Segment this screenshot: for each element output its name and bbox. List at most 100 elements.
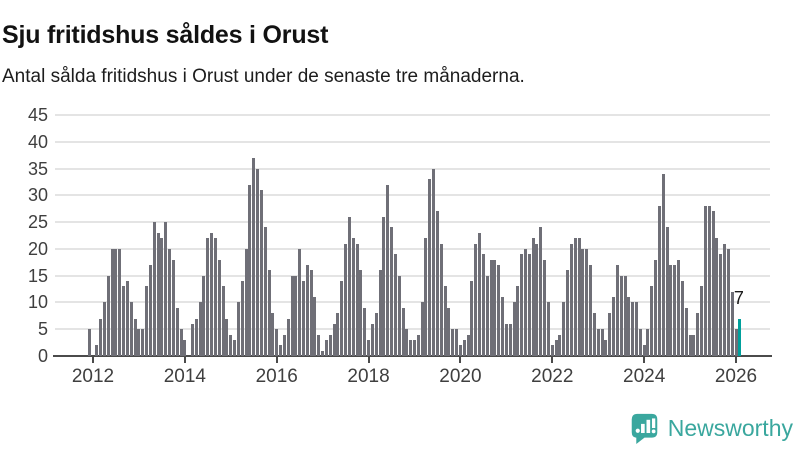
- bar: [638, 329, 642, 356]
- bar: [734, 329, 738, 356]
- y-axis-tick-label: 0: [37, 346, 48, 366]
- bar: [405, 329, 409, 356]
- x-axis-tick-label: 2016: [255, 366, 298, 387]
- bar: [229, 334, 233, 356]
- bar: [569, 243, 573, 356]
- bar: [550, 345, 554, 356]
- bar: [566, 270, 570, 356]
- newsworthy-logo-text: Newsworthy: [667, 414, 793, 441]
- bar: [523, 248, 527, 356]
- bar: [263, 227, 267, 356]
- bar: [535, 243, 539, 356]
- bar: [290, 275, 294, 356]
- bar: [608, 313, 612, 356]
- bar: [489, 259, 493, 356]
- bar: [680, 281, 684, 356]
- bar: [700, 286, 704, 356]
- bar: [462, 339, 466, 356]
- bar: [592, 313, 596, 356]
- bar: [129, 302, 133, 356]
- bar: [516, 286, 520, 356]
- y-axis-tick-label: 30: [27, 185, 48, 206]
- bar: [125, 281, 129, 356]
- bar: [118, 248, 122, 356]
- bar: [615, 264, 619, 356]
- bar: [317, 334, 321, 356]
- bar: [596, 329, 600, 356]
- x-axis-tick: [459, 357, 462, 363]
- bar: [309, 270, 313, 356]
- bar: [102, 302, 106, 356]
- bar: [458, 345, 462, 356]
- bar: [589, 264, 593, 356]
- bar: [370, 323, 374, 356]
- bar: [443, 286, 447, 356]
- bar: [324, 339, 328, 356]
- x-axis-tick-label: 2020: [439, 366, 482, 387]
- y-axis-tick-label: 45: [27, 105, 48, 125]
- y-axis-tick-label: 35: [27, 158, 48, 179]
- x-axis-tick-label: 2022: [531, 366, 574, 387]
- gridline-y-30: [55, 194, 770, 197]
- bar: [703, 206, 707, 356]
- bar: [413, 339, 416, 356]
- last-bar-value-label: 7: [733, 288, 744, 308]
- gridline-y-5: [55, 328, 770, 331]
- bar: [451, 329, 455, 356]
- bar: [692, 334, 696, 356]
- bar: [726, 248, 730, 356]
- gridline-y-40: [55, 140, 770, 143]
- bar: [397, 275, 401, 356]
- bar: [688, 334, 692, 356]
- bar: [298, 248, 302, 356]
- bar: [359, 270, 363, 356]
- x-axis-tick: [643, 357, 646, 363]
- x-axis-tick-label: 2024: [623, 366, 666, 387]
- page-title: Sju fritidshus såldes i Orust: [2, 20, 329, 49]
- bar: [677, 259, 681, 356]
- bar: [485, 275, 489, 356]
- x-axis-tick-label: 2014: [163, 366, 206, 387]
- bar: [133, 318, 137, 356]
- bar: [554, 339, 558, 356]
- bar: [271, 313, 275, 356]
- bar: [332, 323, 336, 356]
- bar: [175, 307, 179, 356]
- bar: [141, 329, 145, 356]
- bar: [378, 270, 382, 356]
- bar: [634, 302, 638, 356]
- bar: [470, 281, 474, 356]
- bar: [508, 323, 512, 356]
- bar: [194, 318, 198, 356]
- x-axis-tick-label: 2018: [347, 366, 390, 387]
- bar: [206, 238, 210, 356]
- bar: [562, 302, 566, 356]
- x-axis-tick: [551, 357, 554, 363]
- newsworthy-logo: Newsworthy: [629, 411, 793, 445]
- bar: [642, 345, 646, 356]
- bar: [696, 313, 700, 356]
- bar: [573, 238, 577, 356]
- bar: [619, 275, 623, 356]
- bar: [497, 264, 501, 356]
- bar: [577, 238, 581, 356]
- bar: [328, 334, 332, 356]
- bar: [612, 297, 616, 356]
- bar: [302, 281, 305, 356]
- y-axis-tick-label: 20: [27, 238, 48, 259]
- bar: [240, 281, 244, 356]
- gridline-y-10: [55, 301, 770, 304]
- bar: [191, 323, 194, 356]
- gridline-y-20: [55, 247, 770, 250]
- bar: [294, 275, 298, 356]
- x-axis-tick: [367, 357, 370, 363]
- x-axis-tick: [275, 357, 278, 363]
- bar: [558, 334, 562, 356]
- bar: [145, 286, 149, 356]
- bar: [367, 339, 371, 356]
- bar: [409, 339, 413, 356]
- bar: [512, 302, 516, 356]
- bar: [393, 254, 397, 356]
- bar: [233, 339, 237, 356]
- bar: [386, 184, 390, 356]
